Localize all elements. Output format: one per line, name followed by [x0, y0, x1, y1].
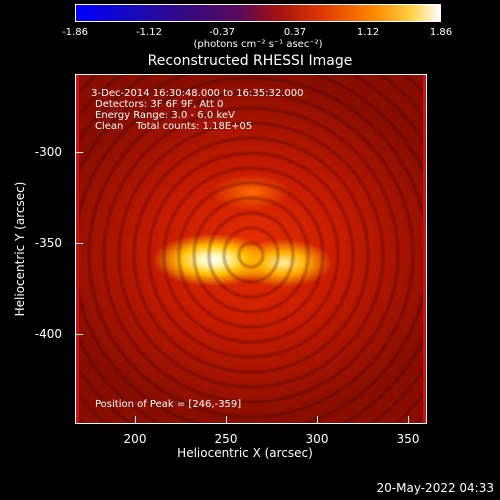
info-time: 3-Dec-2014 16:30:48.000 to 16:35:32.000: [88, 88, 304, 99]
heatmap-image: 3-Dec-2014 16:30:48.000 to 16:35:32.000 …: [75, 74, 427, 424]
colorbar-unit: (photons cm⁻² s⁻¹ asec⁻²): [193, 39, 323, 50]
plot-title: Reconstructed RHESSI Image: [147, 53, 353, 69]
x-tick-label: 200: [123, 432, 147, 446]
ripple-texture: [76, 75, 426, 423]
x-tick-mark: [226, 416, 227, 424]
x-tick-mark: [408, 416, 409, 424]
colorbar-tick-label: -1.86: [62, 27, 88, 38]
peak-position: Position of Peak = [246,-359]: [95, 399, 242, 410]
y-tick-mark: [75, 152, 83, 153]
x-tick-mark: [135, 416, 136, 424]
y-tick-mark: [75, 243, 83, 244]
y-tick-label: -400: [34, 327, 62, 341]
y-tick-mark: [75, 334, 83, 335]
info-energy: Energy Range: 3.0 - 6.0 keV: [95, 110, 235, 121]
colorbar-tick-label: 1.12: [356, 27, 380, 38]
y-tick-label: -300: [34, 145, 62, 159]
image-edge: [423, 75, 426, 423]
x-tick-mark: [317, 416, 318, 424]
timestamp: 20-May-2022 04:33: [376, 481, 494, 495]
x-tick-label: 350: [396, 432, 420, 446]
colorbar: [75, 4, 441, 22]
y-tick-label: -350: [34, 236, 62, 250]
x-axis-label: Heliocentric X (arcsec): [177, 446, 313, 460]
colorbar-tick-label: 1.86: [429, 27, 453, 38]
x-tick-label: 250: [214, 432, 238, 446]
info-clean: Clean Total counts: 1.18E+05: [95, 121, 253, 132]
colorbar-tick-label: 0.37: [283, 27, 307, 38]
info-detectors: Detectors: 3F 6F 9F, Att 0: [95, 99, 224, 110]
image-edge: [76, 75, 79, 423]
x-tick-label: 300: [305, 432, 329, 446]
colorbar-tick-label: -1.12: [136, 27, 162, 38]
y-axis-label: Heliocentric Y (arcsec): [13, 181, 27, 317]
colorbar-tick-label: -0.37: [209, 27, 235, 38]
